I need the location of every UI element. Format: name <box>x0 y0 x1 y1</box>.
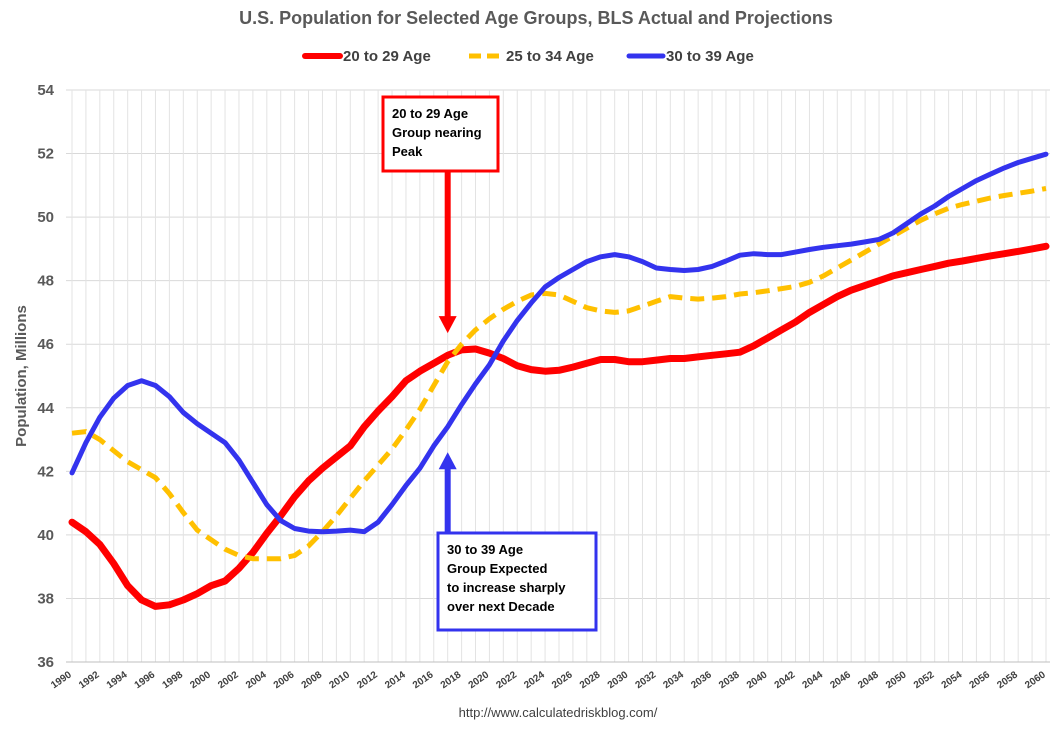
x-axis-ticks: 1990 1992 1994 1996 1998 2000 2002 2004 2006 2008… <box>49 669 1048 691</box>
series-line-25-to-34-age <box>71 186 1047 562</box>
x-tick-label: 2040 <box>745 669 770 691</box>
y-axis-label: Population, Millions <box>13 305 30 447</box>
series-line-20-to-29-age <box>68 242 1050 610</box>
x-tick-label: 1990 <box>49 669 74 691</box>
annotation-box <box>436 531 598 632</box>
x-tick-label: 2046 <box>828 669 853 691</box>
x-tick-label: 2054 <box>940 669 965 691</box>
legend-label-30-39: 30 to 39 Age <box>666 48 754 65</box>
x-tick-label: 2026 <box>550 669 575 691</box>
legend-item-20-29: 20 to 29 Age <box>302 48 431 65</box>
x-tick-label: 1992 <box>77 669 102 691</box>
x-tick-label: 2010 <box>327 669 352 691</box>
x-tick-label: 2008 <box>300 669 325 691</box>
annotation-20-29-peak: 20 to 29 Age Group nearing Peak <box>381 95 500 334</box>
series-line-30-to-39-age <box>69 151 1049 535</box>
x-tick-label: 2038 <box>717 669 742 691</box>
annotation-arrow-head <box>438 452 457 470</box>
x-tick-label: 2012 <box>355 669 380 691</box>
x-tick-label: 2058 <box>995 669 1020 691</box>
x-tick-label: 2020 <box>467 669 492 691</box>
x-tick-label: 2030 <box>606 669 631 691</box>
x-tick-label: 1998 <box>160 669 185 691</box>
x-tick-label: 2000 <box>188 669 213 691</box>
annotations: 20 to 29 Age Group nearing Peak 30 to 39 Ag… <box>381 95 598 632</box>
y-tick-label: 54 <box>37 82 54 99</box>
y-axis-ticks: 36 38 40 42 44 46 48 50 52 54 <box>37 82 54 671</box>
x-tick-label: 2006 <box>272 669 297 691</box>
x-tick-label: 2050 <box>884 669 909 691</box>
annotation-text-line: Peak <box>392 144 423 159</box>
x-tick-label: 2052 <box>912 669 937 691</box>
legend: 20 to 29 Age 25 to 34 Age 30 to 39 Age <box>302 48 754 65</box>
x-tick-label: 2028 <box>578 669 603 691</box>
annotation-box <box>381 95 500 173</box>
x-tick-label: 2002 <box>216 669 241 691</box>
series-lines <box>68 151 1050 610</box>
x-tick-label: 1994 <box>105 669 130 691</box>
x-tick-label: 1996 <box>133 669 158 691</box>
chart-title: U.S. Population for Selected Age Groups,… <box>239 8 833 28</box>
y-tick-label: 38 <box>37 590 54 607</box>
y-tick-label: 36 <box>37 654 54 671</box>
y-tick-label: 48 <box>37 273 54 290</box>
x-tick-label: 2060 <box>1023 669 1048 691</box>
x-tick-label: 2032 <box>634 669 659 691</box>
x-tick-label: 2036 <box>689 669 714 691</box>
y-tick-label: 42 <box>37 463 54 480</box>
x-tick-label: 2034 <box>661 669 686 691</box>
x-tick-label: 2018 <box>439 669 464 691</box>
y-tick-label: 50 <box>37 209 54 226</box>
source-url: http://www.calculatedriskblog.com/ <box>459 705 658 720</box>
annotation-text-line: to increase sharply <box>447 580 566 595</box>
annotation-text-line: over next Decade <box>447 599 555 614</box>
x-tick-label: 2022 <box>494 669 519 691</box>
y-tick-label: 40 <box>37 527 54 544</box>
annotation-text-line: 30 to 39 Age <box>447 542 523 557</box>
legend-label-20-29: 20 to 29 Age <box>343 48 431 65</box>
annotation-30-39-increase: 30 to 39 Age Group Expected to increase sh… <box>436 452 598 632</box>
annotation-text-line: Group nearing <box>392 125 482 140</box>
x-tick-label: 2014 <box>383 669 408 691</box>
y-tick-label: 46 <box>37 336 54 353</box>
x-tick-label: 2042 <box>773 669 798 691</box>
x-tick-label: 2056 <box>968 669 993 691</box>
annotation-text-line: Group Expected <box>447 561 547 576</box>
x-tick-label: 2004 <box>244 669 269 691</box>
annotation-arrow-head <box>438 316 457 334</box>
y-tick-label: 52 <box>37 146 54 163</box>
legend-label-25-34: 25 to 34 Age <box>506 48 594 65</box>
annotation-text-line: 20 to 29 Age <box>392 106 468 121</box>
x-tick-label: 2016 <box>411 669 436 691</box>
x-tick-label: 2048 <box>856 669 881 691</box>
legend-item-25-34: 25 to 34 Age <box>469 48 594 65</box>
y-tick-label: 44 <box>37 400 54 417</box>
x-tick-label: 2044 <box>801 669 826 691</box>
legend-item-30-39: 30 to 39 Age <box>626 48 754 65</box>
x-tick-label: 2024 <box>522 669 547 691</box>
